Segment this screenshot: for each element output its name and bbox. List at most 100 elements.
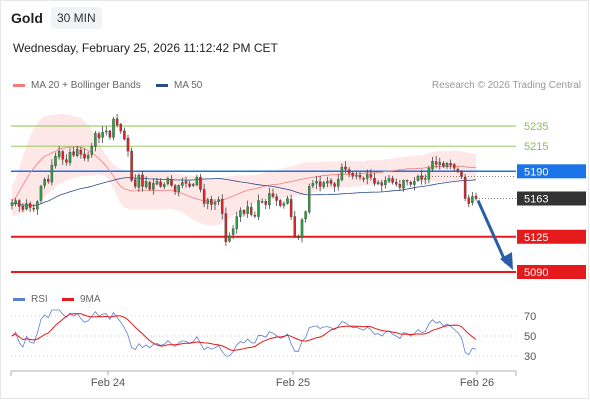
candle [177, 184, 180, 197]
level-label-5090-text: 5090 [524, 267, 548, 279]
x-tick-label: Feb 26 [460, 377, 494, 389]
candle [166, 176, 170, 186]
candle [217, 196, 220, 206]
candle [202, 183, 206, 208]
x-axis: Feb 24 Feb 25 Feb 26 [10, 370, 517, 389]
candle-body [336, 179, 340, 187]
candle-body [289, 199, 293, 217]
rsi-panel: 70 50 30 [11, 309, 536, 363]
ma50-line [11, 177, 477, 206]
candle [86, 151, 90, 162]
candlesticks [10, 113, 478, 246]
candle-body [391, 178, 394, 183]
level-labels: 5235 5215 5190 5163 5125 5090 [517, 121, 586, 279]
candle [304, 210, 307, 223]
candle-body [68, 152, 72, 163]
candle [384, 176, 387, 189]
candle [79, 146, 83, 159]
candle [376, 180, 380, 186]
candle [141, 170, 144, 192]
candle-body [293, 216, 296, 237]
candle-body [210, 199, 213, 205]
candle [456, 167, 460, 174]
candle [293, 210, 296, 239]
candle-body [253, 215, 257, 217]
legend-swatch-9ma [62, 298, 74, 301]
candle-body [282, 203, 286, 206]
candle-body [32, 208, 36, 210]
candle [271, 188, 275, 199]
candle [445, 161, 449, 169]
candle [344, 161, 347, 174]
candle [72, 147, 75, 157]
candle-body [105, 130, 108, 133]
candle [471, 192, 474, 206]
candle-body [170, 179, 173, 186]
candle-body [420, 175, 423, 180]
level-label-5190-text: 5190 [524, 166, 548, 178]
candle [373, 172, 376, 187]
timeframe-badge[interactable]: 30 MIN [51, 7, 102, 29]
candle-body [220, 198, 224, 214]
candle-body [423, 178, 427, 180]
candle [43, 177, 46, 189]
candle-body [445, 163, 449, 167]
candle-body [25, 203, 28, 210]
candle-body [148, 182, 151, 190]
candle-body [213, 202, 217, 205]
candle [137, 173, 141, 192]
candle [115, 113, 119, 128]
candle [57, 146, 61, 160]
candle [210, 195, 213, 211]
candle [336, 174, 340, 191]
candle [90, 142, 94, 158]
candle-body [362, 178, 365, 180]
candle-body [452, 164, 456, 169]
candle-body [329, 180, 333, 184]
level-label-5090-box [517, 265, 586, 279]
candle [28, 201, 32, 212]
candle [365, 169, 369, 185]
candle [431, 157, 434, 173]
candle-body [166, 178, 170, 184]
candle-body [268, 193, 271, 206]
candle [228, 232, 231, 243]
candle [181, 177, 184, 189]
candle [463, 174, 467, 202]
legend-swatch-ma20 [13, 84, 25, 87]
candle [257, 194, 260, 221]
candle [460, 170, 463, 180]
candle [329, 178, 333, 187]
candle-body [112, 118, 115, 138]
candle [398, 179, 402, 191]
candle [220, 194, 224, 220]
candle-body [195, 177, 199, 186]
candle [278, 198, 282, 208]
level-label-5125: 5125 [517, 229, 586, 244]
candle [17, 199, 21, 212]
candle-body [36, 201, 39, 210]
level-label-5235: 5235 [524, 121, 548, 133]
candle [162, 182, 166, 190]
legend-9ma: 9MA [62, 294, 101, 305]
candle-body [297, 236, 300, 238]
candle-body [17, 200, 21, 207]
candle [112, 116, 115, 141]
candle-body [86, 155, 90, 159]
candle [47, 174, 50, 184]
x-tick-label: Feb 25 [276, 377, 310, 389]
candle [213, 199, 217, 211]
candle-body [358, 175, 362, 178]
candle-body [311, 183, 315, 187]
candle-body [304, 211, 307, 220]
candle-body [271, 193, 275, 197]
candle [315, 175, 318, 189]
candle [108, 129, 112, 140]
candle-body [144, 181, 148, 188]
moving-averages [11, 146, 477, 206]
candle-body [152, 183, 155, 190]
rsi-line [11, 309, 477, 357]
candle-body [460, 171, 463, 177]
candle [54, 152, 57, 169]
